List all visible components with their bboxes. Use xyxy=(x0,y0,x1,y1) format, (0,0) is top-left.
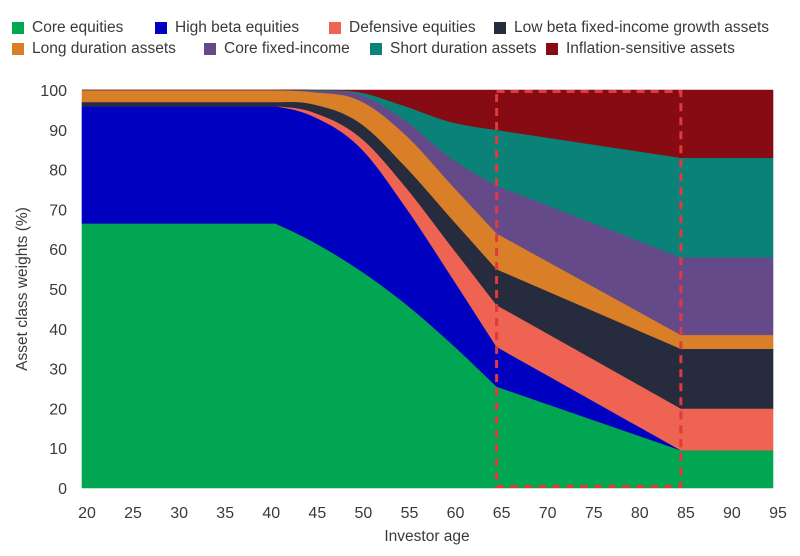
x-tick-label: 80 xyxy=(631,505,649,522)
x-tick-label: 40 xyxy=(262,505,280,522)
x-tick-label: 20 xyxy=(78,505,96,522)
legend-item-defensive-equities: Defensive equities xyxy=(329,19,494,37)
legend-label: High beta equities xyxy=(175,18,300,36)
y-tick-label: 80 xyxy=(49,163,67,180)
x-axis-label: Investor age xyxy=(384,528,469,545)
x-tick-label: 70 xyxy=(539,505,557,522)
x-tick-label: 35 xyxy=(216,505,234,522)
legend-item-high-beta-equities: High beta equities xyxy=(155,19,329,37)
x-tick-label: 45 xyxy=(308,505,326,522)
legend-item-core-equities: Core equities xyxy=(12,19,155,37)
highlight-dashed-box xyxy=(495,90,683,488)
legend-label: Core equities xyxy=(32,18,124,36)
x-tick-label: 50 xyxy=(355,505,373,522)
x-axis-ticks: 20 25 30 35 40 45 50 55 60 65 70 75 80 85 90 95 xyxy=(78,505,787,522)
legend-label: Core fixed-income xyxy=(224,39,350,57)
x-tick-label: 30 xyxy=(170,505,188,522)
y-tick-label: 10 xyxy=(49,441,67,458)
area-layers xyxy=(81,89,774,489)
legend-label: Defensive equities xyxy=(349,18,476,36)
legend-item-long-duration: Long duration assets xyxy=(12,40,204,58)
y-tick-label: 70 xyxy=(49,202,67,219)
legend: Core equities High beta equities Defensi… xyxy=(12,17,792,59)
legend-label: Short duration assets xyxy=(390,39,537,57)
x-tick-label: 95 xyxy=(769,505,787,522)
x-tick-label: 25 xyxy=(124,505,142,522)
legend-label: Inflation-sensitive assets xyxy=(566,39,735,57)
legend-swatch-long-duration xyxy=(12,42,24,55)
x-tick-label: 90 xyxy=(723,505,741,522)
legend-swatch-low-beta-fixed-income xyxy=(494,21,506,34)
x-tick-label: 60 xyxy=(447,505,465,522)
x-tick-label: 75 xyxy=(585,505,603,522)
y-tick-label: 90 xyxy=(49,123,67,140)
legend-swatch-inflation-sensitive xyxy=(546,42,558,55)
y-axis-label: Asset class weights (%) xyxy=(14,207,31,371)
y-axis-ticks: 0 10 20 30 40 50 60 70 80 90 100 xyxy=(40,83,67,498)
legend-item-low-beta-fixed-income: Low beta fixed-income growth assets xyxy=(494,19,769,37)
annotation-layer xyxy=(495,90,683,488)
legend-row-1: Core equities High beta equities Defensi… xyxy=(12,17,792,38)
legend-swatch-short-duration xyxy=(370,42,382,55)
y-tick-label: 100 xyxy=(40,83,67,100)
y-tick-label: 50 xyxy=(49,282,67,299)
x-tick-label: 85 xyxy=(677,505,695,522)
y-tick-label: 20 xyxy=(49,401,67,418)
legend-swatch-defensive-equities xyxy=(329,21,341,34)
x-tick-label: 55 xyxy=(401,505,419,522)
legend-label: Long duration assets xyxy=(32,39,176,57)
legend-item-inflation-sensitive: Inflation-sensitive assets xyxy=(546,40,735,58)
legend-row-2: Long duration assets Core fixed-income S… xyxy=(12,38,792,59)
legend-label: Low beta fixed-income growth assets xyxy=(514,18,770,36)
y-tick-label: 30 xyxy=(49,362,67,379)
y-tick-label: 0 xyxy=(58,481,67,498)
area-inflation-sensitive-assets xyxy=(82,89,774,158)
legend-swatch-high-beta-equities xyxy=(155,21,167,34)
y-tick-label: 60 xyxy=(49,242,67,259)
legend-item-core-fixed-income: Core fixed-income xyxy=(204,40,370,58)
y-tick-label: 40 xyxy=(49,322,67,339)
legend-item-short-duration: Short duration assets xyxy=(370,40,546,58)
legend-swatch-core-fixed-income xyxy=(204,42,216,55)
legend-swatch-core-equities xyxy=(12,21,24,34)
x-tick-label: 65 xyxy=(493,505,511,522)
